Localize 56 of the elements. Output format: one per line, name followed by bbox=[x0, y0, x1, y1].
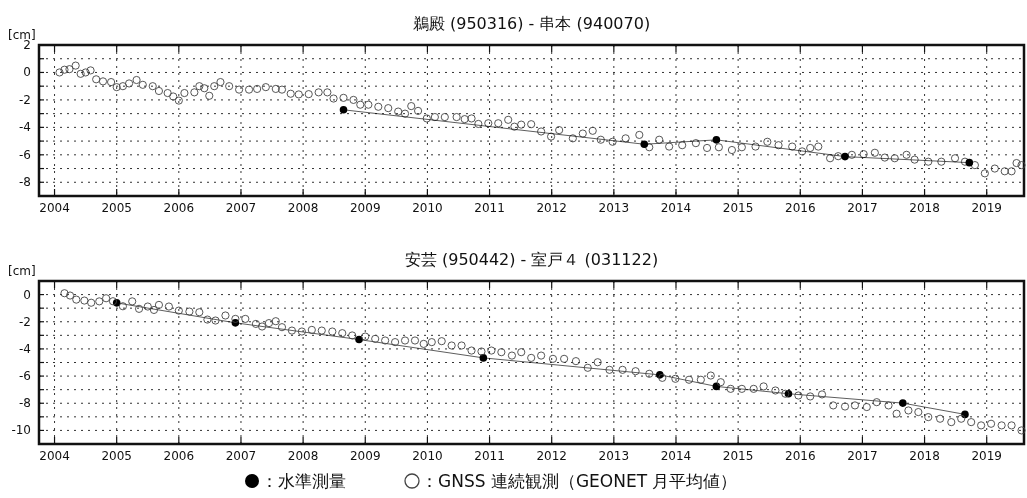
y-tick-label: -8 bbox=[19, 175, 31, 190]
x-tick-label: 2014 bbox=[660, 201, 692, 215]
y-tick-label: -4 bbox=[19, 120, 31, 135]
y-tick-label: -6 bbox=[19, 147, 31, 162]
x-tick-label: 2011 bbox=[474, 449, 505, 463]
y-tick-label: 0 bbox=[23, 287, 31, 302]
y-axis-title: [cm] bbox=[8, 264, 36, 278]
x-tick-label: 2014 bbox=[660, 449, 692, 463]
x-tick-label: 2016 bbox=[785, 449, 816, 463]
x-tick-label: 2013 bbox=[598, 449, 630, 463]
legend-label: ：GNSS 連続観測（GEONET 月平均値） bbox=[421, 471, 738, 491]
x-tick-label: 2005 bbox=[101, 449, 132, 463]
x-tick-label: 2008 bbox=[287, 449, 319, 463]
x-tick-label: 2012 bbox=[536, 449, 567, 463]
x-tick-label: 2013 bbox=[598, 201, 630, 215]
point bbox=[640, 140, 649, 149]
x-tick-label: 2019 bbox=[971, 449, 1002, 463]
x-tick-label: 2017 bbox=[847, 449, 878, 463]
point bbox=[339, 105, 348, 114]
point bbox=[712, 136, 721, 144]
y-tick-label: -2 bbox=[19, 314, 31, 329]
x-tick-label: 2009 bbox=[349, 201, 381, 215]
y-tick-label: -10 bbox=[11, 423, 31, 438]
x-tick-label: 2010 bbox=[412, 201, 443, 215]
legend-label: ：水準測量 bbox=[261, 471, 346, 491]
x-tick-label: 2018 bbox=[909, 201, 940, 215]
point bbox=[841, 152, 849, 161]
x-tick-label: 2008 bbox=[287, 201, 319, 215]
x-tick-label: 2010 bbox=[412, 449, 443, 463]
y-tick-label: -2 bbox=[19, 92, 31, 107]
point bbox=[965, 158, 974, 167]
x-tick-label: 2015 bbox=[722, 201, 754, 215]
x-tick-label: 2004 bbox=[39, 201, 70, 215]
y-tick-label: 2 bbox=[23, 38, 31, 52]
y-tick-label: -6 bbox=[19, 369, 31, 384]
point bbox=[899, 399, 907, 407]
x-tick-label: 2007 bbox=[225, 201, 257, 215]
y-tick-label: -8 bbox=[19, 396, 31, 411]
x-tick-label: 2005 bbox=[101, 201, 132, 215]
chart-title: 鵜殿 (950316) - 串本 (940070) bbox=[412, 14, 651, 33]
y-tick-label: 0 bbox=[23, 65, 31, 80]
x-tick-label: 2012 bbox=[536, 201, 567, 215]
x-tick-label: 2019 bbox=[971, 201, 1002, 215]
x-tick-label: 2006 bbox=[163, 449, 195, 463]
x-tick-label: 2016 bbox=[785, 201, 816, 215]
x-tick-label: 2011 bbox=[474, 201, 505, 215]
point bbox=[355, 335, 363, 344]
x-tick-label: 2009 bbox=[349, 449, 381, 463]
y-tick-label: -4 bbox=[19, 341, 31, 356]
x-tick-label: 2017 bbox=[847, 201, 878, 215]
chart-title: 安芸 (950442) - 室戸４ (031122) bbox=[404, 250, 659, 269]
x-tick-label: 2004 bbox=[39, 449, 70, 463]
x-tick-label: 2015 bbox=[722, 449, 754, 463]
x-tick-label: 2006 bbox=[163, 201, 195, 215]
x-tick-label: 2018 bbox=[909, 449, 940, 463]
x-tick-label: 2007 bbox=[225, 449, 257, 463]
